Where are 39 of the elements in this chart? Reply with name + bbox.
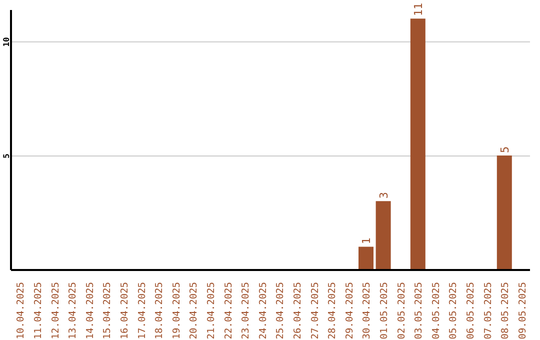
x-tick-label: 06.05.2025: [465, 282, 476, 340]
x-tick-label: 14.04.2025: [84, 282, 96, 340]
x-tick-label: 07.05.2025: [482, 282, 494, 340]
x-tick-label: 30.04.2025: [362, 282, 373, 340]
x-tick-label: 24.04.2025: [258, 282, 269, 340]
data-label: 5: [498, 146, 512, 153]
x-tick-label: 08.05.2025: [500, 282, 512, 340]
x-tick-label: 23.04.2025: [240, 282, 252, 340]
x-tick-label: 05.05.2025: [448, 282, 460, 340]
x-tick-label: 09.05.2025: [517, 282, 528, 340]
data-label: 1: [360, 238, 373, 244]
y-tick-label: 10: [2, 36, 11, 47]
x-tick-label: 26.04.2025: [292, 282, 304, 340]
x-tick-label: 27.04.2025: [310, 282, 321, 340]
x-tick-label: 04.05.2025: [430, 282, 442, 340]
x-tick-label: 13.04.2025: [68, 282, 79, 340]
x-tick-label: 15.04.2025: [102, 282, 114, 340]
x-tick-label: 02.05.2025: [396, 282, 408, 340]
x-tick-label: 20.04.2025: [188, 282, 200, 340]
x-tick-label: 21.04.2025: [206, 282, 217, 340]
bar: [376, 201, 391, 270]
x-tick-label: 01.05.2025: [378, 282, 390, 340]
data-label: 3: [377, 192, 390, 199]
x-tick-label: 18.04.2025: [154, 282, 166, 340]
x-tick-label: 10.04.2025: [16, 282, 27, 340]
x-tick-label: 28.04.2025: [327, 282, 338, 340]
x-tick-label: 25.04.2025: [275, 282, 286, 340]
data-label: 11: [412, 2, 425, 16]
x-tick-label: 29.04.2025: [344, 282, 356, 340]
x-tick-label: 19.04.2025: [171, 282, 182, 340]
x-tick-label: 11.04.2025: [32, 282, 44, 340]
x-tick-label: 03.05.2025: [414, 282, 425, 340]
bar: [410, 18, 426, 270]
x-tick-label: 16.04.2025: [119, 282, 130, 340]
bar: [358, 246, 374, 270]
x-tick-label: 17.04.2025: [136, 282, 148, 340]
x-tick-label: 22.04.2025: [223, 282, 234, 340]
bar: [496, 155, 512, 270]
x-tick-label: 12.04.2025: [50, 282, 62, 340]
